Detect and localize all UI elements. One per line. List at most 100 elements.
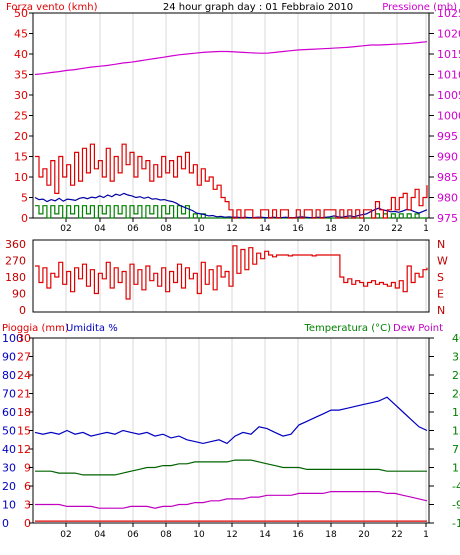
humidity-x-tick-label: 18	[325, 530, 337, 540]
wind-pressure-frame	[32, 12, 430, 219]
wind-tick-label: 5	[21, 192, 28, 205]
temperature-tick-label: -15	[452, 517, 460, 530]
rain-tick-label: 24	[17, 369, 31, 382]
rain-tick-label: 9	[24, 462, 31, 475]
humidity-x-tick-label: 16	[292, 530, 304, 540]
wind-direction-line	[35, 245, 428, 300]
humidity-x-tick-label: 12	[226, 530, 237, 540]
wind-tick-label: 35	[14, 69, 28, 82]
chart-title: 24 hour graph day : 01 Febbraio 2010	[163, 2, 353, 13]
direction-tick-label: 360	[5, 238, 26, 251]
dewpoint-line	[35, 491, 428, 509]
humidity-line	[34, 396, 428, 445]
wind-x-tick-label: 14	[259, 224, 271, 234]
wind-speed-line	[35, 143, 428, 219]
wind-tick-label: 20	[14, 130, 28, 143]
temperature-tick-label: 1	[452, 462, 459, 475]
wind-gust-line	[35, 205, 427, 219]
wind-x-tick-label: 06	[127, 224, 139, 234]
rain-tick-label: 15	[17, 425, 31, 438]
pressure-axis-label: Pressione (mb)	[382, 2, 457, 13]
compass-tick-label: N	[437, 238, 445, 251]
temperature-tick-label: 29	[452, 369, 460, 382]
humidity-x-ticks: 02 04 06 08 10 12 14 16 18 20 22 1	[60, 523, 429, 540]
wind-x-tick-label: 16	[292, 224, 304, 234]
wind-x-tick-label: 22	[391, 224, 402, 234]
wind-tick-label: 0	[21, 212, 28, 225]
wind-tick-label: 25	[14, 110, 28, 123]
temperature-line	[35, 459, 427, 476]
temperature-tick-label: -4	[452, 480, 460, 493]
pressure-tick-label: 1010	[437, 69, 460, 82]
wind-x-tick-label: 04	[94, 224, 106, 234]
humidity-x-tick-label: 06	[127, 530, 139, 540]
wind-y-ticks: 0 5 10 15 20 25 30 35 40 45 50	[14, 7, 33, 225]
wind-tick-label: 15	[14, 151, 28, 164]
humidity-tick-label: 50	[2, 425, 16, 438]
humidity-tick-label: 100	[2, 332, 23, 345]
humidity-tick-label: 10	[2, 499, 16, 512]
temperature-tick-label: -9	[452, 499, 460, 512]
humidity-x-tick-label: 20	[358, 530, 370, 540]
humidity-x-tick-label: 02	[60, 530, 71, 540]
direction-tick-label: 0	[19, 304, 26, 317]
humidity-tick-label: 30	[2, 462, 16, 475]
temperature-y-ticks: -15 -9 -4 1 7 13 18 24 29 35 40	[429, 332, 460, 530]
humidity-temperature-frame	[32, 337, 430, 524]
rain-tick-label: 3	[24, 499, 31, 512]
compass-tick-label: S	[437, 271, 444, 284]
rain-tick-label: 6	[24, 480, 31, 493]
rain-tick-label: 21	[17, 388, 31, 401]
rain-y-ticks: 0 3 6 9 12 15 18 21 24 27 30	[17, 332, 33, 530]
humidity-x-tick-label: 08	[160, 530, 172, 540]
wind-x-tick-label: 10	[193, 224, 205, 234]
direction-tick-label: 90	[12, 288, 26, 301]
wind-tick-label: 45	[14, 28, 28, 41]
wind-tick-label: 50	[14, 7, 28, 20]
temperature-tick-label: 18	[452, 406, 460, 419]
pressure-tick-label: 995	[437, 130, 458, 143]
rain-tick-label: 27	[17, 351, 31, 364]
wind-x-tick-label: 18	[325, 224, 337, 234]
humidity-x-tick-label: 1	[423, 530, 429, 540]
wind-axis-label: Forza vento (kmh)	[6, 2, 98, 13]
rain-tick-label: 18	[17, 406, 31, 419]
direction-tick-label: 180	[5, 271, 26, 284]
temperature-tick-label: 35	[452, 351, 460, 364]
humidity-grid	[65, 338, 427, 523]
wind-direction-frame	[32, 239, 430, 313]
compass-tick-label: W	[437, 255, 448, 268]
rain-tick-label: 12	[17, 443, 31, 456]
wind-tick-label: 40	[14, 48, 28, 61]
humidity-axis-label: Umidita %	[66, 323, 118, 334]
humidity-temperature-panel: Pioggia (mm) Umidita % Temperatura (°C) …	[2, 323, 460, 540]
humidity-tick-label: 80	[2, 369, 16, 382]
direction-tick-label: 270	[5, 255, 26, 268]
temperature-tick-label: 7	[452, 443, 459, 456]
temperature-tick-label: 24	[452, 388, 460, 401]
pressure-tick-label: 975	[437, 212, 458, 225]
direction-series	[35, 245, 428, 300]
direction-degree-ticks: 360 270 180 90 0	[5, 238, 26, 317]
wind-x-tick-label: 02	[60, 224, 71, 234]
humidity-y-ticks: 0 10 20 30 40 50 60 70 80 90 100	[2, 332, 23, 530]
humidity-x-tick-label: 04	[94, 530, 106, 540]
humidity-temperature-series	[34, 396, 428, 522]
temperature-tick-label: 40	[452, 332, 460, 345]
wind-average-line	[34, 192, 428, 219]
wind-tick-label: 30	[14, 89, 28, 102]
wind-pressure-grid	[65, 13, 427, 218]
humidity-tick-label: 70	[2, 388, 16, 401]
rain-axis-label: Pioggia (mm)	[2, 323, 69, 334]
rain-tick-label: 0	[24, 517, 31, 530]
compass-tick-label: E	[437, 288, 444, 301]
wind-x-tick-label: 1	[423, 224, 429, 234]
dewpoint-axis-label: Dew Point	[393, 323, 443, 334]
